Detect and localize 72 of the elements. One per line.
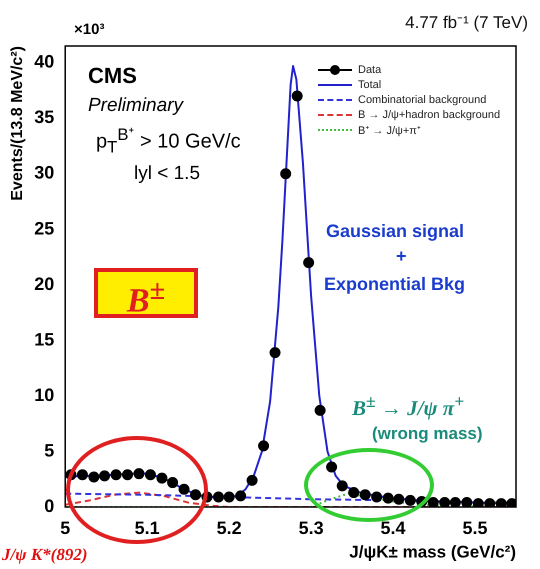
text: J/ψ K*(892)	[2, 545, 88, 565]
point	[461, 497, 472, 507]
x-tick-label: 5.4	[380, 518, 406, 538]
point	[506, 498, 516, 507]
legend-label: Combinatorial background	[358, 94, 486, 106]
point	[314, 404, 326, 416]
point	[167, 477, 178, 488]
point	[280, 168, 292, 180]
annotation: lyl < 1.5	[134, 163, 200, 185]
point	[246, 474, 258, 486]
point	[88, 472, 100, 483]
point	[450, 497, 461, 507]
legend-label: Data	[358, 64, 382, 76]
point	[472, 498, 484, 507]
annotation: (wrong mass)	[372, 424, 483, 444]
y-tick-label: 30	[34, 162, 54, 183]
point	[258, 440, 270, 452]
point	[144, 469, 156, 480]
point	[178, 484, 190, 495]
y-tick-label: 35	[34, 107, 54, 128]
y-tick-label: 10	[34, 384, 54, 405]
point	[404, 494, 416, 506]
x-axis-title: J/ψK± mass (GeV/c²)	[349, 542, 516, 562]
point	[484, 498, 496, 507]
point	[360, 489, 371, 500]
y-tick-label: 25	[34, 218, 54, 238]
point	[224, 492, 235, 503]
x-tick-label: 5.3	[298, 518, 324, 538]
point	[133, 468, 144, 480]
annotation: Preliminary	[88, 95, 184, 117]
point	[382, 492, 394, 504]
point	[371, 492, 382, 503]
point	[270, 347, 281, 358]
legend-label: Total	[358, 78, 382, 90]
point	[110, 469, 122, 480]
annotation: CMS	[88, 63, 137, 88]
point	[99, 470, 110, 482]
annotation: Gaussian signal	[326, 221, 464, 242]
point	[235, 490, 246, 502]
point	[303, 257, 314, 268]
legend-label: B⁺ → J/ψ+π⁺	[358, 124, 421, 137]
point	[326, 462, 338, 473]
y-tick-label: 15	[34, 329, 54, 350]
annotation: Exponential Bkg	[324, 274, 466, 295]
point	[428, 497, 439, 507]
point	[496, 498, 507, 507]
annotation: +	[396, 246, 407, 267]
point	[122, 469, 134, 480]
y-tick-label: 40	[34, 52, 54, 72]
point	[156, 472, 168, 484]
point	[212, 492, 224, 503]
y-axis-title: Events/(13.8 MeV/c²)	[9, 46, 26, 201]
point	[76, 469, 88, 480]
x-tick-label: 5.2	[216, 518, 242, 538]
text: ×10³	[74, 21, 104, 38]
x-tick-label: 5	[60, 518, 70, 538]
x-tick-label: 5.1	[134, 518, 160, 538]
legend-label: B → J/ψ+hadron background	[358, 108, 500, 120]
point	[292, 90, 303, 102]
point	[393, 494, 404, 505]
y-tick-label: 5	[44, 440, 54, 460]
point	[439, 497, 450, 507]
point	[348, 487, 360, 498]
annotation: p$_{T}$$^{B⁺}$ > 10 GeV/c	[96, 125, 241, 157]
y-tick-label: 20	[34, 274, 54, 294]
point	[190, 489, 202, 500]
text: 4.77 fb⁻¹ (7 TeV)	[405, 13, 528, 33]
y-tick-label: 0	[44, 496, 54, 516]
annotation: B$^{±}$ → J/ψ π$^{+}$	[352, 391, 464, 420]
x-tick-label: 5.5	[462, 518, 488, 538]
point	[336, 480, 348, 492]
label-box: B$^{±}$	[94, 268, 198, 318]
